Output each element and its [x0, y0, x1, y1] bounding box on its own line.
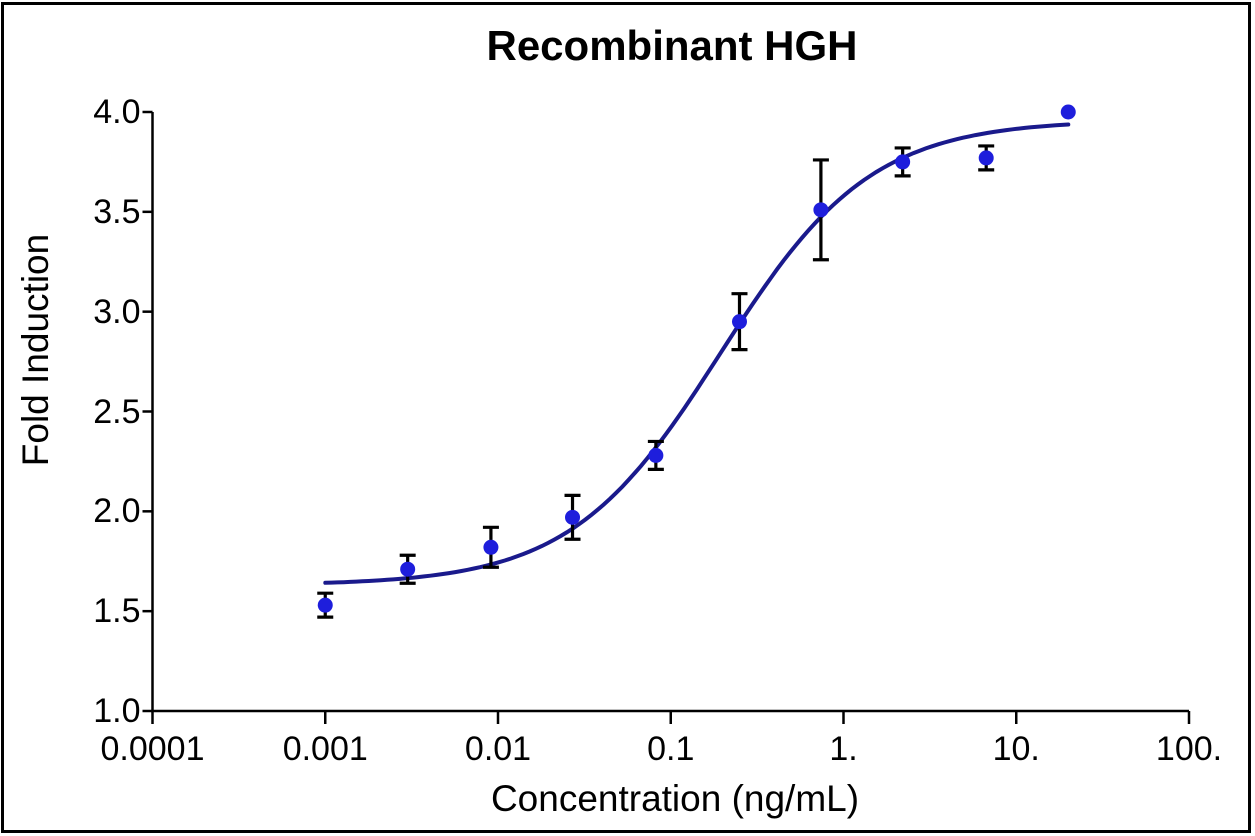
data-point: [400, 561, 416, 577]
y-tick-label: 3.5: [93, 192, 141, 231]
x-tick-label: 0.0001: [100, 730, 205, 768]
x-tick-label: 0.001: [282, 730, 368, 768]
data-point: [1060, 104, 1076, 120]
x-tick-label: 0.01: [464, 730, 532, 768]
x-tick-label: 0.1: [647, 730, 695, 768]
data-point: [895, 154, 911, 170]
y-tick-label: 3.0: [93, 292, 141, 331]
data-point: [978, 150, 994, 166]
y-tick-label: 2.0: [93, 492, 141, 531]
x-tick-label: 10.: [992, 730, 1040, 768]
x-tick-label: 100.: [1155, 730, 1223, 768]
data-point: [731, 314, 747, 330]
x-tick-label: 1.: [829, 730, 858, 768]
x-axis-title: Concentration (ng/mL): [490, 778, 860, 819]
data-point: [565, 509, 581, 525]
y-tick-label: 4.0: [93, 93, 141, 131]
data-point: [813, 202, 829, 218]
fit-curve: [323, 122, 1071, 585]
data-point: [483, 539, 499, 555]
data-point: [317, 597, 333, 613]
data-point: [648, 447, 664, 463]
y-tick-label: 2.5: [93, 392, 141, 431]
chart-title: Recombinant HGH: [486, 22, 858, 69]
y-tick-label: 1.0: [93, 692, 141, 730]
y-tick-label: 1.5: [93, 592, 141, 631]
